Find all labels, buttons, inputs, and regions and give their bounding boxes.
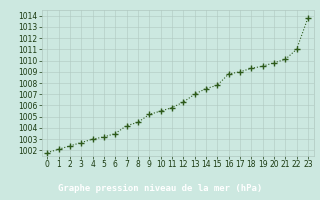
Text: Graphe pression niveau de la mer (hPa): Graphe pression niveau de la mer (hPa) bbox=[58, 184, 262, 193]
